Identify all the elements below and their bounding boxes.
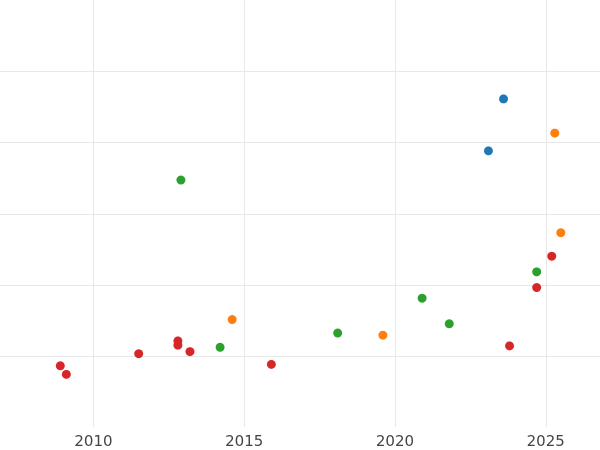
data-point[interactable] <box>215 342 225 352</box>
x-tick-label: 2010 <box>74 432 112 450</box>
data-point[interactable] <box>333 328 343 338</box>
x-tick-label: 2020 <box>376 432 414 450</box>
data-point[interactable] <box>176 175 186 185</box>
x-tick-label: 2025 <box>527 432 565 450</box>
data-point[interactable] <box>266 359 276 369</box>
data-point[interactable] <box>134 349 144 359</box>
x-axis-ticks: 2010 2015 2020 2025 <box>74 432 564 450</box>
data-point[interactable] <box>505 341 515 351</box>
data-point[interactable] <box>227 315 237 325</box>
data-point[interactable] <box>444 319 454 329</box>
data-point[interactable] <box>483 146 493 156</box>
data-point[interactable] <box>173 340 183 350</box>
data-point[interactable] <box>547 251 557 261</box>
data-point[interactable] <box>185 347 195 357</box>
data-point[interactable] <box>378 330 388 340</box>
data-point[interactable] <box>55 361 65 371</box>
x-tick-label: 2015 <box>225 432 263 450</box>
data-point[interactable] <box>532 267 542 277</box>
data-point[interactable] <box>532 283 542 293</box>
data-point[interactable] <box>61 369 71 379</box>
scatter-points <box>55 94 566 379</box>
data-point[interactable] <box>499 94 509 104</box>
data-point[interactable] <box>556 228 566 238</box>
data-point[interactable] <box>417 293 427 303</box>
grid <box>0 0 600 427</box>
data-point[interactable] <box>550 128 560 138</box>
